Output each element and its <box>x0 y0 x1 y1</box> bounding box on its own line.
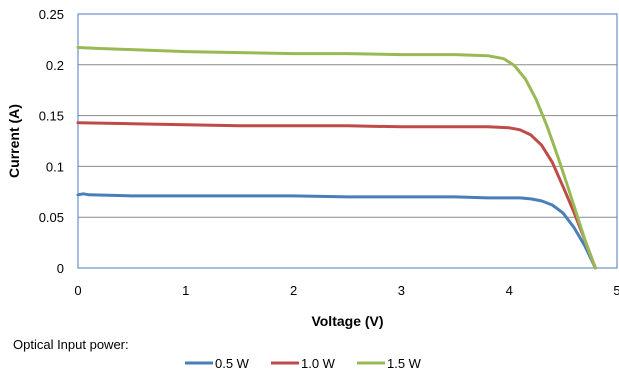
x-axis-title: Voltage (V) <box>311 313 383 329</box>
legend-label-3: 1.5 W <box>387 356 422 371</box>
series-lines <box>76 46 597 270</box>
y-axis-title: Current (A) <box>6 104 22 178</box>
gridlines <box>78 64 617 218</box>
x-tick-label: 5 <box>613 283 619 298</box>
x-tick-label: 4 <box>506 283 513 298</box>
y-tick-label: 0.2 <box>46 58 64 73</box>
x-tick-label: 3 <box>398 283 405 298</box>
x-tick-label: 1 <box>182 283 189 298</box>
x-tick-labels: 0 1 2 3 4 5 <box>74 283 619 298</box>
y-tick-label: 0 <box>57 261 64 276</box>
plot-area-border <box>77 13 618 269</box>
y-tick-label: 0.25 <box>39 7 64 22</box>
series-line-3 <box>76 46 597 270</box>
legend: 0.5 W 1.0 W 1.5 W <box>185 356 422 371</box>
legend-label-2: 1.0 W <box>301 356 336 371</box>
series-line-1 <box>76 192 597 270</box>
legend-label-1: 0.5 W <box>215 356 250 371</box>
legend-title: Optical Input power: <box>13 337 129 352</box>
y-tick-labels: 0 0.05 0.1 0.15 0.2 0.25 <box>39 7 64 276</box>
y-tick-label: 0.1 <box>46 159 64 174</box>
y-tick-label: 0.05 <box>39 210 64 225</box>
series-line-2 <box>76 121 597 270</box>
x-tick-label: 0 <box>74 283 81 298</box>
x-tick-label: 2 <box>290 283 297 298</box>
y-tick-label: 0.15 <box>39 109 64 124</box>
